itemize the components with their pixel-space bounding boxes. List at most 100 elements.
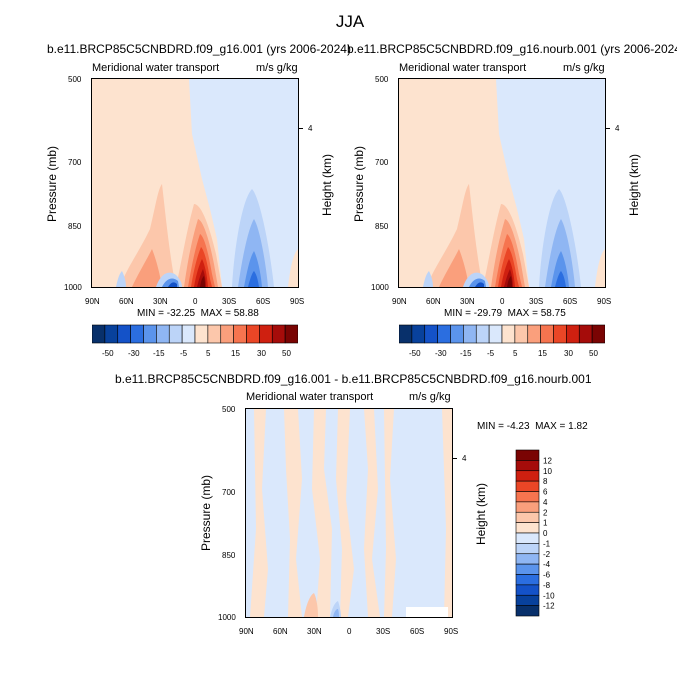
panel2-xtick-30N: 30N [460,297,475,306]
contour-region [595,249,605,287]
panel1-xtick-30S: 30S [222,297,237,306]
colorbar-box [450,324,464,344]
panel3-max: 1.82 [568,421,588,432]
panel2-ylabel-right: Height (km) [627,153,641,216]
panel2-cb-label: -50 [409,349,421,358]
panel2-cb-label: 30 [564,349,573,358]
panel3-xtick-60S: 60S [410,627,425,636]
colorbar-box [168,324,183,344]
panel2-xtick-60N: 60N [426,297,441,306]
colorbar-box [246,324,260,344]
panel1-ytick-500: 500 [68,75,82,84]
contour-region [250,409,268,617]
contour-region [200,276,205,287]
panel1-cb-label: 50 [282,349,291,358]
panel1-cb-label: 5 [206,349,211,358]
panel1-min-label: MIN = [137,308,164,319]
panel2-ytick-1000: 1000 [371,283,389,292]
colorbar-box [515,522,540,534]
colorbar-box [181,324,196,344]
colorbar-box [411,324,426,344]
panel3-contour [246,409,452,617]
panel2-cb-label: 5 [513,349,518,358]
colorbar-label: 0 [543,529,548,538]
colorbar-box [514,324,529,344]
panel3-xtick-60N: 60N [273,627,288,636]
panel2-title: b.e11.BRCP85C5CNBDRD.f09_g16.nourb.001 (… [347,42,677,56]
panel2-units: m/s g/kg [563,62,605,74]
panel1-ytick-700: 700 [68,158,82,167]
contour-region [475,282,484,287]
panel3-plot [245,408,453,618]
contour-region [384,409,396,617]
panel2-cb-label: -15 [460,349,472,358]
panel2-xtick-60S: 60S [563,297,578,306]
colorbar-label: 2 [543,508,548,517]
colorbar-box [194,324,209,344]
contour-region [244,251,262,287]
colorbar-box [515,480,540,492]
colorbar-label: 8 [543,477,548,486]
panel2-ytick-700: 700 [375,158,389,167]
panel1-plot [91,78,299,288]
panel2-rtick-4: 4 [615,124,620,133]
colorbar-box [515,543,540,555]
panel1-cb-label: -50 [102,349,114,358]
panel3-ylabel-right: Height (km) [474,482,488,545]
panel1-rtick-mark [298,128,303,129]
colorbar-box [207,324,222,344]
figure-title: JJA [335,12,365,31]
contour-region [312,409,332,617]
contour-region [507,276,512,287]
panel3-ytick-500: 500 [222,405,236,414]
panel2-stats: MIN = -29.79 MAX = 58.75 [444,308,566,319]
colorbar-label: -8 [543,581,551,590]
panel1-ylabel-right: Height (km) [320,153,334,216]
colorbar-box [463,324,477,344]
colorbar-box [271,324,286,344]
panel1-ytick-1000: 1000 [64,283,82,292]
panel3-ylabel: Pressure (mb) [199,474,213,551]
panel1-cb-label: -15 [153,349,165,358]
colorbar-box [233,324,247,344]
colorbar-box [515,584,540,596]
panel2-min: -29.79 [473,308,503,319]
contour-region [120,184,176,287]
contour-region [406,607,448,617]
colorbar-box [143,324,157,344]
panel1-max: 58.88 [233,308,259,319]
panel2-ylabel: Pressure (mb) [352,145,366,222]
colorbar-box [540,324,554,344]
panel2-ytick-500: 500 [375,75,389,84]
panel3-rtick-4: 4 [462,454,467,463]
panel2-cb-label: 50 [589,349,598,358]
panel1-xtick-0: 0 [193,297,198,306]
colorbar-box [515,511,540,523]
panel1-colorbar-boxes [92,324,298,344]
contour-region [427,184,483,287]
colorbar-box [92,324,106,344]
colorbar-label: 12 [543,456,552,465]
colorbar-box [515,553,540,565]
colorbar-box [501,324,516,344]
colorbar-label: -10 [543,591,555,600]
colorbar-box [515,470,540,482]
panel1-contour [92,79,298,287]
colorbar-box [515,532,540,544]
colorbar-label: 10 [543,467,552,476]
panel3-min: -4.23 [506,421,530,432]
colorbar-box [527,324,541,344]
panel2-plot [398,78,606,288]
panel1-xtick-60N: 60N [119,297,134,306]
colorbar-box [117,324,131,344]
panel1-units: m/s g/kg [256,62,298,74]
contour-region [439,249,469,287]
colorbar-box [475,324,490,344]
contour-region [555,271,566,287]
panel2-cb-label: 15 [538,349,547,358]
panel2-cb-label: -30 [435,349,447,358]
colorbar-box [591,324,605,344]
panel1-stats: MIN = -32.25 MAX = 58.88 [137,308,259,319]
panel1-xtick-60S: 60S [256,297,271,306]
